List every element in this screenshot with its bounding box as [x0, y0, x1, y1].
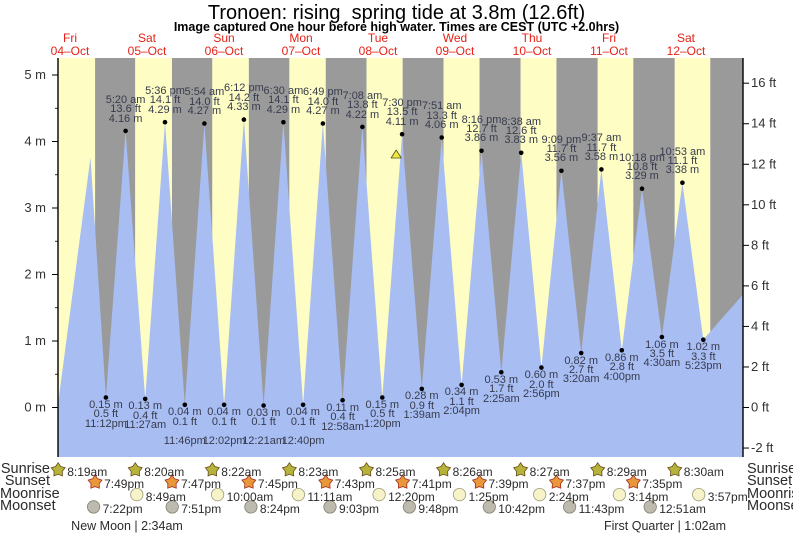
svg-text:0 ft: 0 ft — [751, 400, 769, 415]
svg-text:16 ft: 16 ft — [751, 75, 777, 90]
svg-text:2 m: 2 m — [24, 267, 46, 282]
svg-text:2 ft: 2 ft — [751, 359, 769, 374]
svg-text:8 ft: 8 ft — [751, 237, 769, 252]
svg-text:6 ft: 6 ft — [751, 278, 769, 293]
svg-text:4 ft: 4 ft — [751, 318, 769, 333]
svg-text:12 ft: 12 ft — [751, 156, 777, 171]
svg-text:4 m: 4 m — [24, 134, 46, 149]
svg-text:1 m: 1 m — [24, 333, 46, 348]
svg-text:-2 ft: -2 ft — [751, 440, 774, 455]
svg-text:10 ft: 10 ft — [751, 197, 777, 212]
svg-text:14 ft: 14 ft — [751, 116, 777, 131]
svg-text:5 m: 5 m — [24, 67, 46, 82]
svg-text:3 m: 3 m — [24, 200, 46, 215]
svg-text:0 m: 0 m — [24, 400, 46, 415]
